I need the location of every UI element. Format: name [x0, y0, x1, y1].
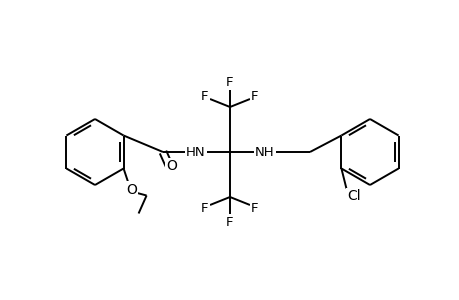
Text: NH: NH: [255, 146, 274, 158]
Text: Cl: Cl: [347, 190, 360, 203]
Text: F: F: [226, 76, 233, 88]
Text: HN: HN: [186, 146, 205, 158]
Text: O: O: [126, 182, 137, 197]
Text: F: F: [251, 89, 258, 103]
Text: F: F: [251, 202, 258, 214]
Text: F: F: [226, 215, 233, 229]
Text: F: F: [201, 202, 208, 214]
Text: O: O: [166, 159, 177, 173]
Text: F: F: [201, 89, 208, 103]
